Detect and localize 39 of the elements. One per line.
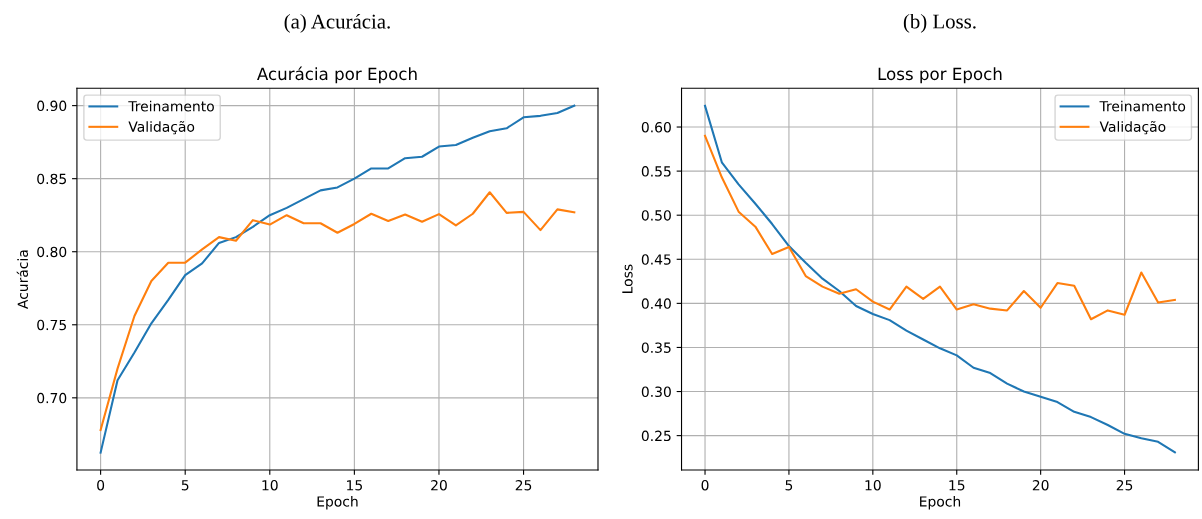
text: (b) Loss. <box>903 13 976 33</box>
text: (a) Acurácia. <box>284 13 390 33</box>
y-tick-label: 0.40 <box>641 298 671 309</box>
legend-label: Validação <box>1099 120 1166 135</box>
x-tick-label: 25 <box>515 479 532 491</box>
chart-title: Loss por Epoch <box>878 67 1002 84</box>
x-axis-title: Epoch <box>317 495 358 510</box>
y-axis-title: Acurácia <box>16 250 29 309</box>
x-tick-label: 20 <box>1032 479 1049 491</box>
legend-label: Treinamento <box>128 100 214 112</box>
x-tick-label: 10 <box>865 479 881 491</box>
x-tick-label: 5 <box>181 480 189 491</box>
legend-label: Treinamento <box>1099 100 1186 112</box>
y-tick-label: 0.80 <box>37 246 67 258</box>
x-tick-label: 10 <box>262 479 278 491</box>
y-axis-title: Loss <box>622 264 633 293</box>
x-tick-label: 25 <box>1116 479 1133 491</box>
x-tick-label: 20 <box>431 479 447 491</box>
line-series <box>703 134 1176 321</box>
x-tick-label: 15 <box>347 480 362 491</box>
chart-title: Acurácia por Epoch <box>257 66 417 84</box>
y-tick-label: 0.70 <box>37 392 67 404</box>
y-tick-label: 0.75 <box>37 319 66 331</box>
x-axis-title: Epoch <box>920 495 961 510</box>
y-tick-label: 0.45 <box>641 254 671 265</box>
x-tick-label: 0 <box>701 479 709 491</box>
x-tick-label: 0 <box>97 479 105 491</box>
y-tick-label: 0.60 <box>641 121 671 133</box>
y-tick-label: 0.25 <box>641 430 671 442</box>
legend-label: Validação <box>128 120 195 135</box>
y-tick-label: 0.50 <box>641 210 671 221</box>
y-tick-label: 0.85 <box>37 173 66 185</box>
y-tick-label: 0.55 <box>641 166 671 177</box>
x-tick-label: 15 <box>949 480 965 491</box>
y-tick-label: 0.35 <box>641 342 671 353</box>
y-tick-label: 0.90 <box>37 100 67 112</box>
y-tick-label: 0.30 <box>641 386 671 398</box>
x-tick-label: 5 <box>785 480 793 491</box>
line-series <box>99 191 576 432</box>
